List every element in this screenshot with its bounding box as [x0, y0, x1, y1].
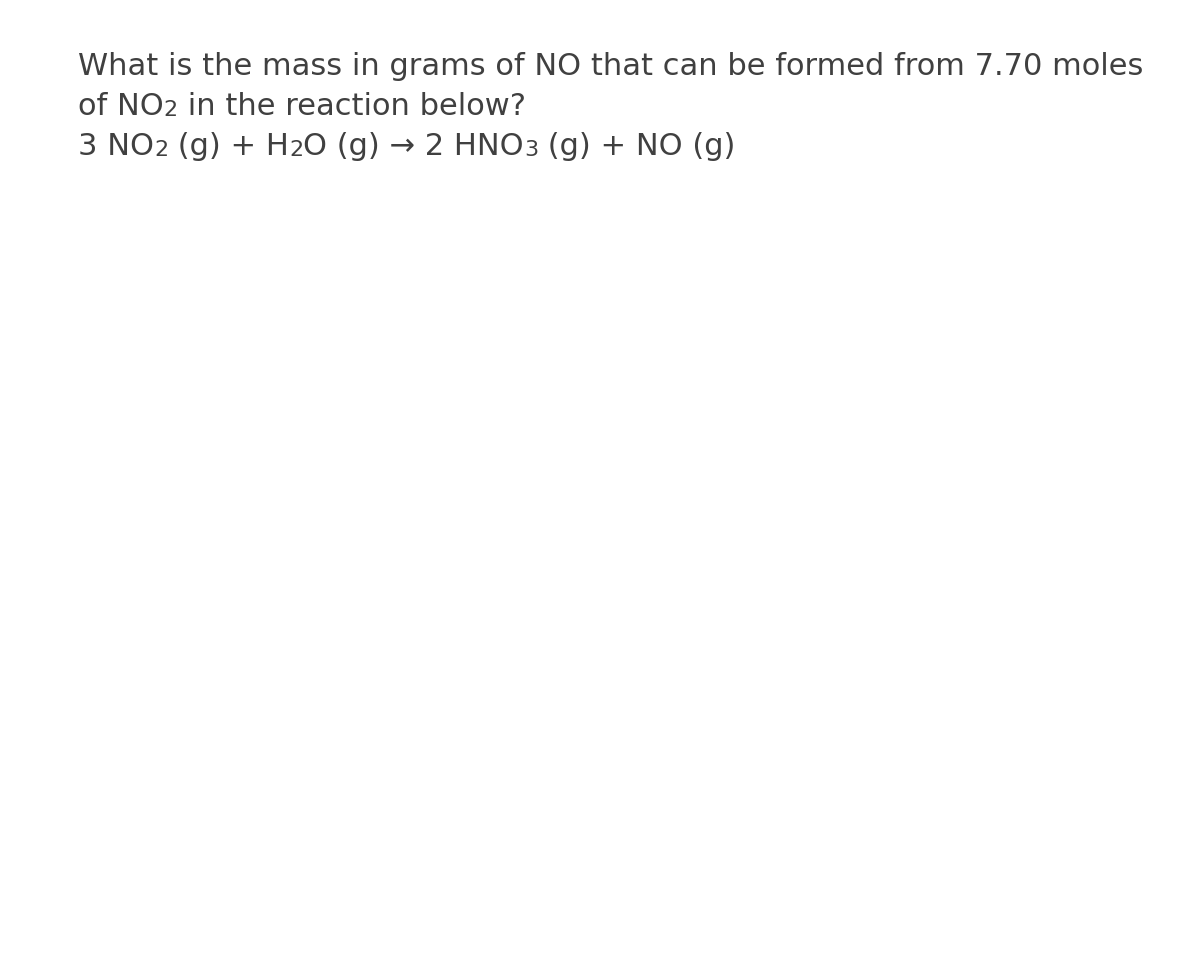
Text: 2: 2 — [163, 100, 178, 120]
Text: What is the mass in grams of NO that can be formed from 7.70 moles: What is the mass in grams of NO that can… — [78, 52, 1144, 81]
Text: (g) + H: (g) + H — [168, 132, 289, 161]
Text: in the reaction below?: in the reaction below? — [178, 92, 526, 121]
Text: O (g) → 2 HNO: O (g) → 2 HNO — [304, 132, 523, 161]
Text: 3 NO: 3 NO — [78, 132, 154, 161]
Text: (g) + NO (g): (g) + NO (g) — [538, 132, 736, 161]
Text: 3: 3 — [523, 140, 538, 160]
Text: 2: 2 — [289, 140, 304, 160]
Text: 2: 2 — [154, 140, 168, 160]
Text: of NO: of NO — [78, 92, 163, 121]
